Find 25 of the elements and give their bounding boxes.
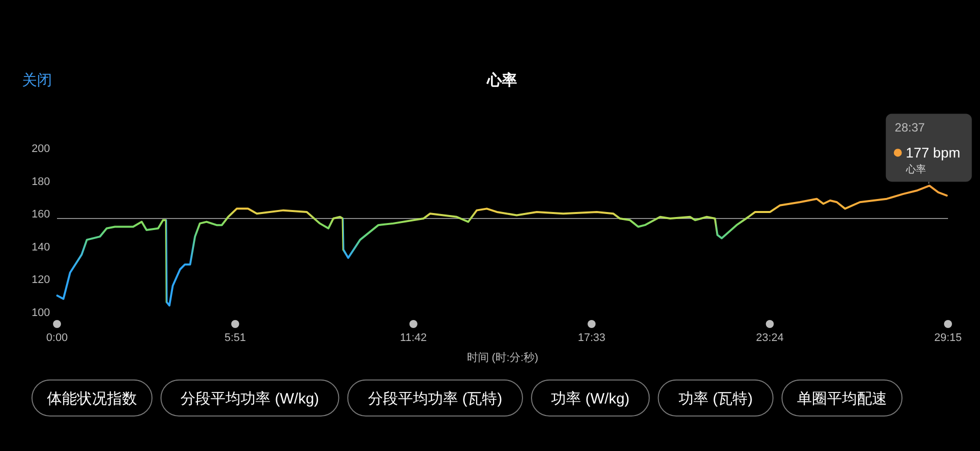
y-tick-label: 180 — [32, 176, 50, 188]
x-axis-title: 时间 (时:分:秒) — [466, 351, 538, 364]
annotation: 心率 — [904, 164, 926, 176]
y-tick-label: 140 — [32, 241, 50, 254]
text: 分段平均功率 (瓦特) — [368, 390, 502, 408]
text: 体能状况指数 — [47, 390, 137, 408]
text: 关闭 — [22, 72, 52, 89]
x-tick-label: 11:42 — [400, 332, 427, 344]
text: 单圈平均配速 — [797, 390, 887, 408]
text: 分段平均功率 (W/kg) — [180, 390, 320, 408]
text: 功率 (瓦特) — [678, 390, 753, 408]
x-tick-label: 17:33 — [578, 332, 606, 344]
x-tick-label: 29:15 — [934, 332, 962, 344]
x-tick-label: 0:00 — [46, 332, 68, 344]
y-tick-label: 100 — [32, 307, 50, 319]
y-tick-label: 160 — [32, 208, 50, 221]
y-tick-label: 200 — [32, 143, 50, 155]
text: 功率 (W/kg) — [551, 390, 630, 408]
x-tick-label: 23:24 — [756, 332, 784, 344]
line-series — [56, 184, 948, 306]
x-tick-label: 5:51 — [224, 332, 246, 344]
text: 28:37 — [894, 120, 926, 135]
chart-title: 心率 — [486, 71, 517, 89]
y-tick-label: 120 — [32, 274, 50, 286]
annotation: 177 bpm — [906, 144, 960, 161]
